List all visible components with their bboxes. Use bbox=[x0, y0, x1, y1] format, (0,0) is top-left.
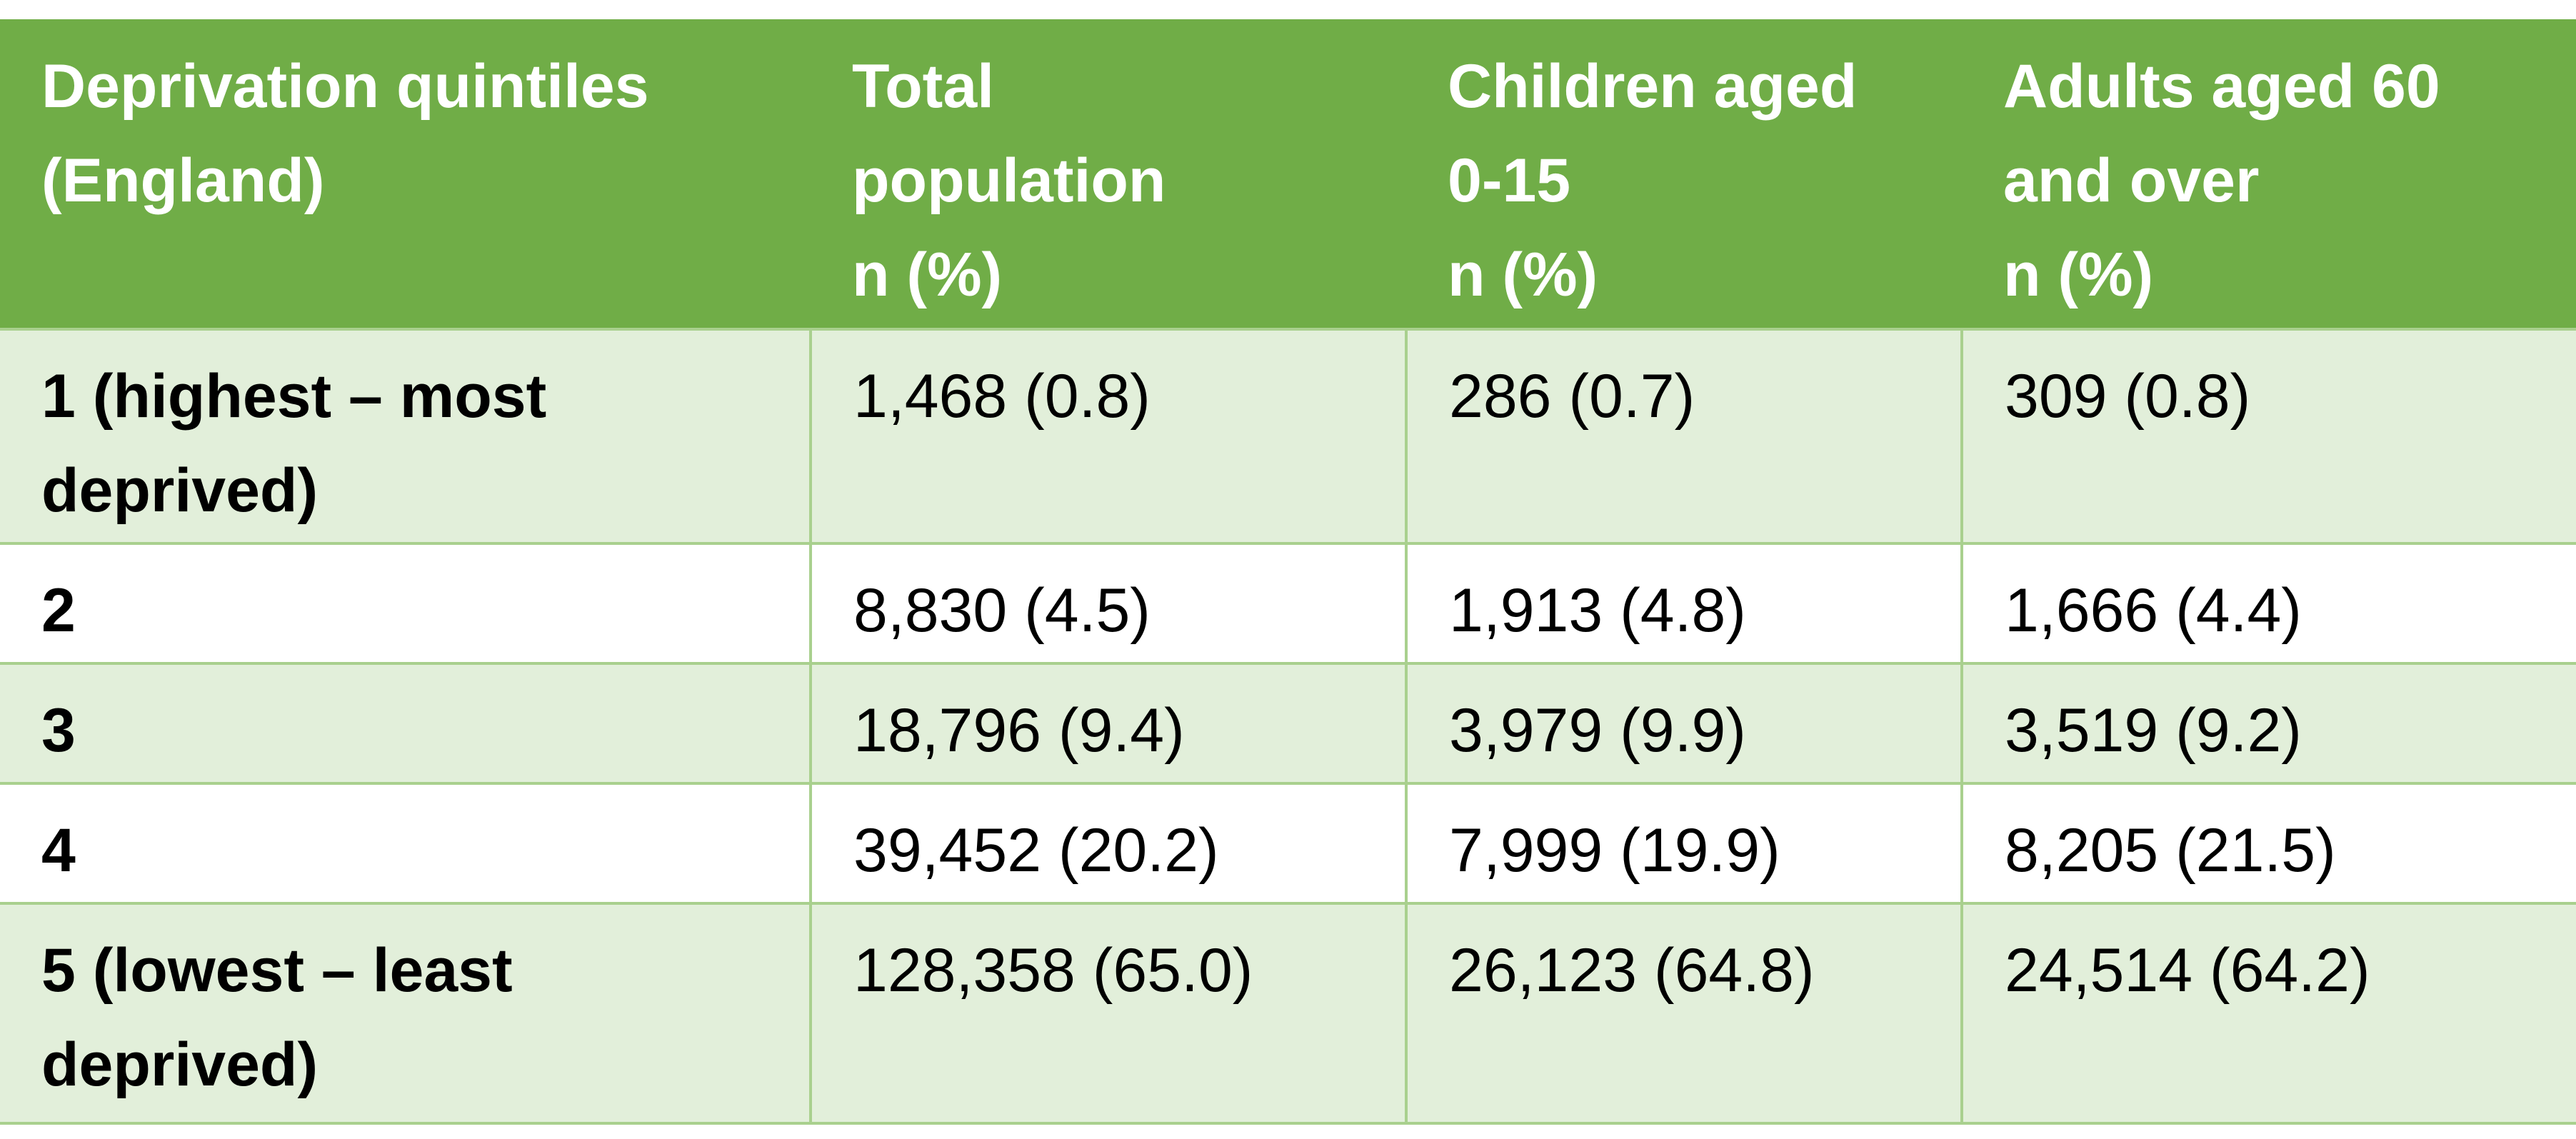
header-deprivation-quintiles: Deprivation quintiles (England) bbox=[0, 19, 811, 329]
cell-adults: 3,519 (9.2) bbox=[1960, 662, 2576, 783]
header-total-population: Total population n (%) bbox=[811, 19, 1406, 329]
header-adults-aged-60-and-over: Adults aged 60 and over n (%) bbox=[1962, 19, 2576, 329]
row-quintile-label: 5 (lowest – least deprived) bbox=[0, 902, 811, 1125]
cell-adults: 8,205 (21.5) bbox=[1960, 782, 2576, 903]
table-header-row: Deprivation quintiles (England) Total po… bbox=[0, 19, 2576, 329]
cell-adults: 309 (0.8) bbox=[1960, 328, 2576, 543]
table-row: 1 (highest – most deprived) 1,468 (0.8) … bbox=[0, 328, 2576, 543]
deprivation-table-container: Deprivation quintiles (England) Total po… bbox=[0, 19, 2576, 1125]
cell-total-population: 128,358 (65.0) bbox=[809, 902, 1406, 1125]
table-row: 4 39,452 (20.2) 7,999 (19.9) 8,205 (21.5… bbox=[0, 782, 2576, 903]
table-row: 5 (lowest – least deprived) 128,358 (65.… bbox=[0, 902, 2576, 1125]
cell-children: 286 (0.7) bbox=[1405, 328, 1962, 543]
header-children-aged-0-15: Children aged 0-15 n (%) bbox=[1406, 19, 1962, 329]
cell-adults: 1,666 (4.4) bbox=[1960, 542, 2576, 663]
cell-total-population: 8,830 (4.5) bbox=[809, 542, 1406, 663]
table-row: 3 18,796 (9.4) 3,979 (9.9) 3,519 (9.2) bbox=[0, 662, 2576, 783]
row-quintile-label: 1 (highest – most deprived) bbox=[0, 328, 811, 543]
row-quintile-label: 2 bbox=[0, 542, 811, 663]
row-quintile-label: 3 bbox=[0, 662, 811, 783]
cell-children: 7,999 (19.9) bbox=[1405, 782, 1962, 903]
cell-children: 26,123 (64.8) bbox=[1405, 902, 1962, 1125]
cell-total-population: 39,452 (20.2) bbox=[809, 782, 1406, 903]
cell-children: 1,913 (4.8) bbox=[1405, 542, 1962, 663]
deprivation-table: Deprivation quintiles (England) Total po… bbox=[0, 19, 2576, 1125]
cell-total-population: 18,796 (9.4) bbox=[809, 662, 1406, 783]
cell-total-population: 1,468 (0.8) bbox=[809, 328, 1406, 543]
cell-children: 3,979 (9.9) bbox=[1405, 662, 1962, 783]
cell-adults: 24,514 (64.2) bbox=[1960, 902, 2576, 1125]
table-row: 2 8,830 (4.5) 1,913 (4.8) 1,666 (4.4) bbox=[0, 542, 2576, 663]
row-quintile-label: 4 bbox=[0, 782, 811, 903]
